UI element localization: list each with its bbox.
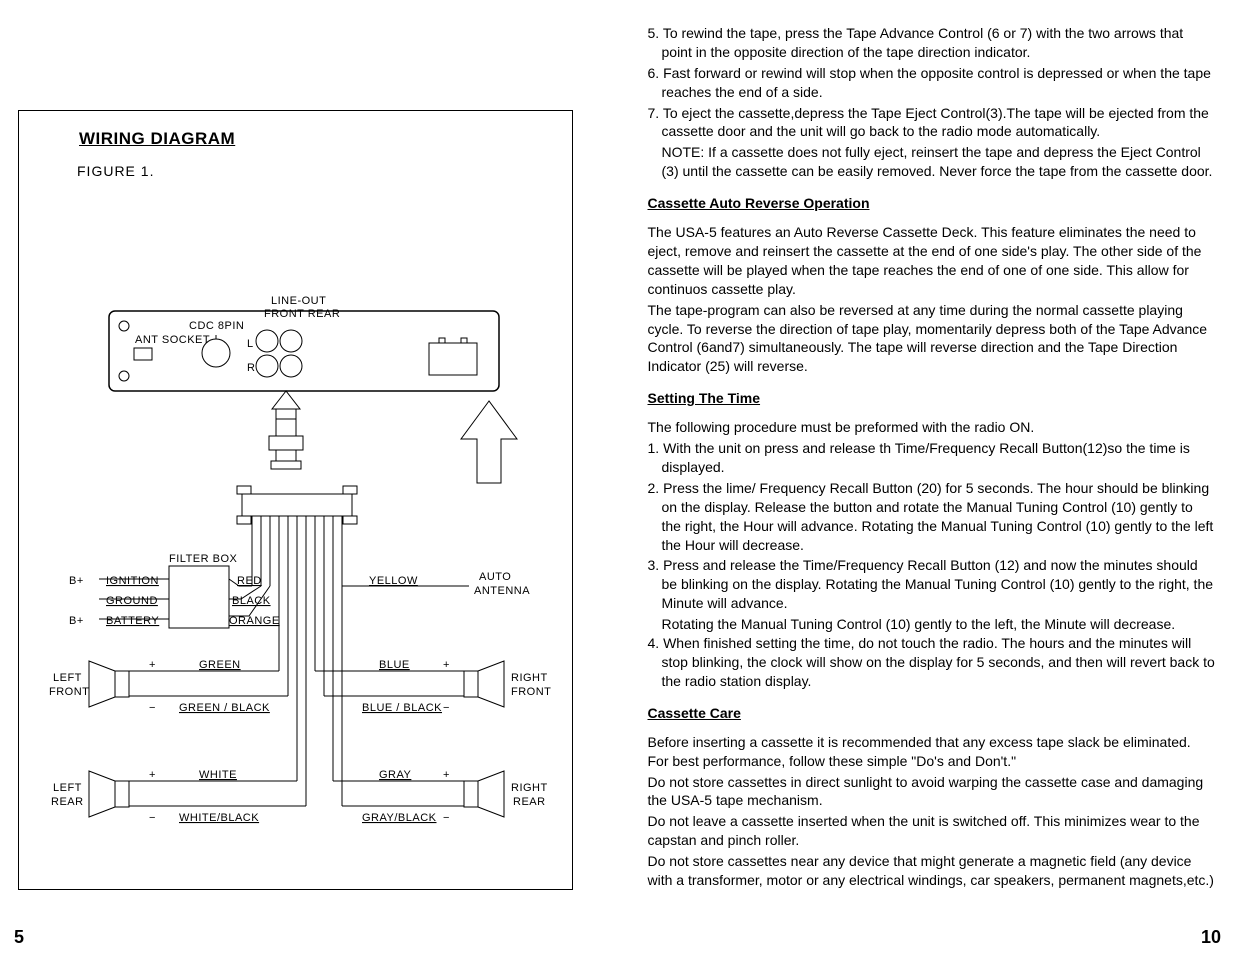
svg-text:GREEN / BLACK: GREEN / BLACK xyxy=(179,702,270,714)
svg-text:RIGHT: RIGHT xyxy=(511,672,548,684)
heading-auto-reverse: Cassette Auto Reverse Operation xyxy=(648,195,1216,211)
svg-text:FRONT: FRONT xyxy=(511,686,551,698)
svg-text:FRONT: FRONT xyxy=(49,686,89,698)
svg-text:BLUE / BLACK: BLUE / BLACK xyxy=(362,702,442,714)
page-number-right: 10 xyxy=(1201,927,1221,948)
svg-text:GRAY: GRAY xyxy=(379,769,412,781)
paragraph: The tape-program can also be reversed at… xyxy=(648,301,1216,377)
figure-label: FIGURE 1. xyxy=(77,163,572,179)
list-item: 3. Press and release the Time/Frequency … xyxy=(648,556,1216,613)
list-item: 5. To rewind the tape, press the Tape Ad… xyxy=(648,24,1216,62)
svg-text:RIGHT: RIGHT xyxy=(511,782,548,794)
label-ant-socket: ANT SOCKET xyxy=(135,334,210,346)
paragraph: Before inserting a cassette it is recomm… xyxy=(648,733,1216,771)
svg-text:+: + xyxy=(443,659,450,671)
paragraph: Do not store cassettes in direct sunligh… xyxy=(648,773,1216,811)
list-item: 4. When finished setting the time, do no… xyxy=(648,634,1216,691)
svg-text:WHITE: WHITE xyxy=(199,769,237,781)
paragraph: The following procedure must be preforme… xyxy=(648,418,1216,437)
page-number-left: 5 xyxy=(14,927,24,948)
svg-text:YELLOW: YELLOW xyxy=(369,575,418,587)
paragraph: Rotating the Manual Tuning Control (10) … xyxy=(648,615,1216,634)
svg-text:GROUND: GROUND xyxy=(106,595,158,607)
svg-text:+: + xyxy=(149,769,156,781)
svg-text:LEFT: LEFT xyxy=(53,672,82,684)
wiring-diagram-box: WIRING DIAGRAM FIGURE 1. ANT SOCKET CDC … xyxy=(18,110,573,890)
list-item: 2. Press the lime/ Frequency Recall Butt… xyxy=(648,479,1216,555)
svg-text:GREEN: GREEN xyxy=(199,659,241,671)
svg-text:BLUE: BLUE xyxy=(379,659,410,671)
svg-text:REAR: REAR xyxy=(513,796,546,808)
label-frontrear: FRONT REAR xyxy=(264,308,340,320)
note-text: NOTE: If a cassette does not fully eject… xyxy=(648,143,1216,181)
list-item: 7. To eject the cassette,depress the Tap… xyxy=(648,104,1216,142)
svg-text:−: − xyxy=(443,812,450,824)
label-lineout: LINE-OUT xyxy=(271,295,326,307)
list-item: 1. With the unit on press and release th… xyxy=(648,439,1216,477)
svg-text:REAR: REAR xyxy=(51,796,84,808)
wiring-diagram-svg: ANT SOCKET CDC 8PIN LINE-OUT FRONT REAR … xyxy=(19,191,574,891)
svg-text:AUTO: AUTO xyxy=(479,571,511,583)
right-page: 5. To rewind the tape, press the Tape Ad… xyxy=(618,0,1235,954)
svg-text:+: + xyxy=(443,769,450,781)
label-R: R xyxy=(247,362,255,374)
left-page: WIRING DIAGRAM FIGURE 1. ANT SOCKET CDC … xyxy=(0,0,618,954)
svg-text:−: − xyxy=(443,702,450,714)
svg-text:B+: B+ xyxy=(69,615,84,627)
heading-cassette-care: Cassette Care xyxy=(648,705,1216,721)
svg-text:−: − xyxy=(149,812,156,824)
heading-setting-time: Setting The Time xyxy=(648,390,1216,406)
svg-text:IGNITION: IGNITION xyxy=(106,575,159,587)
svg-text:RED: RED xyxy=(237,575,262,587)
paragraph: Do not store cassettes near any device t… xyxy=(648,852,1216,890)
svg-text:ORANGE: ORANGE xyxy=(229,615,280,627)
svg-text:WHITE/BLACK: WHITE/BLACK xyxy=(179,812,259,824)
label-cdc: CDC 8PIN xyxy=(189,320,244,332)
svg-text:LEFT: LEFT xyxy=(53,782,82,794)
paragraph: The USA-5 features an Auto Reverse Casse… xyxy=(648,223,1216,299)
diagram-title: WIRING DIAGRAM xyxy=(79,129,572,149)
list-item: 6. Fast forward or rewind will stop when… xyxy=(648,64,1216,102)
label-L: L xyxy=(247,338,254,350)
svg-text:GRAY/BLACK: GRAY/BLACK xyxy=(362,812,437,824)
svg-text:BLACK: BLACK xyxy=(232,595,271,607)
paragraph: Do not leave a cassette inserted when th… xyxy=(648,812,1216,850)
svg-text:BATTERY: BATTERY xyxy=(106,615,159,627)
label-filterbox: FILTER BOX xyxy=(169,553,238,565)
svg-text:+: + xyxy=(149,659,156,671)
svg-text:ANTENNA: ANTENNA xyxy=(474,585,530,597)
svg-text:B+: B+ xyxy=(69,575,84,587)
svg-text:−: − xyxy=(149,702,156,714)
